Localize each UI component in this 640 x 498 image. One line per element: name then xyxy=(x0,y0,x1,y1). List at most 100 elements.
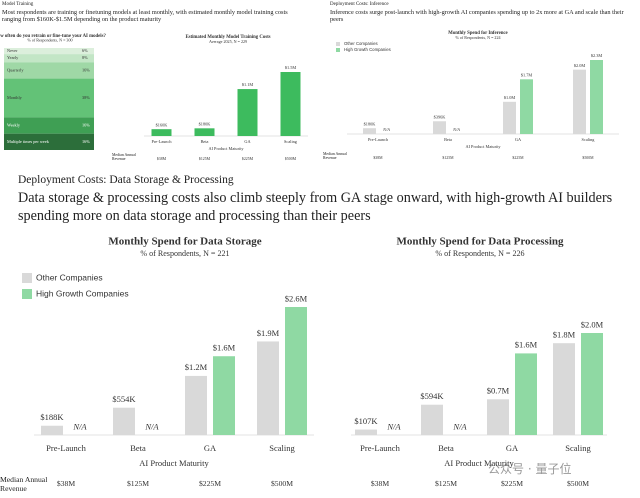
chart-subtitle: % of Respondents, N = 224 xyxy=(455,35,500,41)
legend-label: High Growth Companies xyxy=(344,47,391,52)
legend-swatch xyxy=(336,48,340,52)
value-label: $2.6M xyxy=(285,293,308,303)
segment-label: Multiple times per week xyxy=(7,139,50,144)
value-label: 38% xyxy=(82,95,90,100)
value-label: $554K xyxy=(112,394,136,404)
value-label: N/A xyxy=(452,127,460,132)
x-tick-label: Scaling xyxy=(284,139,298,144)
value-label: $188K xyxy=(40,412,64,422)
revenue-row-label: Median Annual Revenue xyxy=(112,153,136,162)
bar xyxy=(503,101,516,134)
value-label: $1.0M xyxy=(504,95,516,100)
value-label: N/A xyxy=(386,421,401,431)
bar xyxy=(280,72,301,136)
bar xyxy=(41,425,63,435)
chart-title: Monthly Spend for Data Processing xyxy=(396,236,564,248)
value-label: 16% xyxy=(82,123,90,128)
bar xyxy=(113,407,135,435)
revenue-label: $38M xyxy=(371,479,389,488)
chart-subtitle: % of Respondents, N = 300 xyxy=(27,38,72,44)
chart-title: Monthly Spend for Data Storage xyxy=(108,236,261,248)
value-label: N/A xyxy=(72,421,87,431)
legend-swatch xyxy=(336,42,340,46)
chart-subtitle: % of Respondents, N = 221 xyxy=(140,249,229,258)
bar xyxy=(285,307,307,435)
revenue-label: $225M xyxy=(501,479,523,488)
value-label: $2.3M xyxy=(591,53,603,58)
bar xyxy=(487,399,509,435)
bar xyxy=(237,89,258,136)
value-label: $107K xyxy=(354,416,378,426)
x-axis-title: AI Product Maturity xyxy=(139,458,209,468)
x-tick-label: Pre-Launch xyxy=(360,443,400,453)
value-label: 6% xyxy=(82,48,88,53)
revenue-label: $125M xyxy=(435,479,457,488)
revenue-label: $38M xyxy=(57,479,75,488)
bar xyxy=(553,343,575,435)
chart-subtitle: Average 2025, N = 229 xyxy=(209,39,247,45)
revenue-label: $225M xyxy=(512,156,524,160)
segment-label: Never xyxy=(7,48,18,53)
revenue-label: $125M xyxy=(127,479,149,488)
bar xyxy=(515,353,537,435)
bar xyxy=(573,69,586,134)
value-label: $1.8M xyxy=(553,330,576,340)
x-tick-label: Pre-Launch xyxy=(151,139,172,144)
value-label: $2.0M xyxy=(581,319,604,329)
x-tick-label: Pre-Launch xyxy=(368,137,389,142)
stack-segment xyxy=(4,133,94,150)
value-label: $594K xyxy=(420,391,444,401)
value-label: 16% xyxy=(82,67,90,72)
value-label: $160K xyxy=(156,122,169,127)
bar xyxy=(520,79,533,134)
x-tick-label: Beta xyxy=(438,443,454,453)
legend-swatch xyxy=(22,273,32,283)
x-axis-title: AI Product Maturity xyxy=(444,458,514,468)
revenue-label: $38M xyxy=(157,157,167,161)
section-heading: Data storage & processing costs also cli… xyxy=(18,190,613,225)
value-label: $1.7M xyxy=(521,72,533,77)
revenue-label: $225M xyxy=(199,479,221,488)
segment-label: Monthly xyxy=(7,95,23,100)
value-label: $1.6M xyxy=(213,343,236,353)
value-label: $180K xyxy=(364,121,377,126)
revenue-label: $225M xyxy=(242,157,254,161)
bar xyxy=(257,341,279,435)
x-tick-label: Beta xyxy=(130,443,146,453)
legend-label: High Growth Companies xyxy=(36,288,129,298)
revenue-label: $500M xyxy=(567,479,589,488)
x-tick-label: GA xyxy=(244,139,251,144)
x-tick-label: Beta xyxy=(201,139,209,144)
section-heading: Most respondents are training or finetun… xyxy=(2,9,288,24)
section-label: Deployment Costs: Data Storage & Process… xyxy=(18,174,234,186)
bar xyxy=(363,128,376,134)
bar xyxy=(590,60,603,134)
bar xyxy=(421,404,443,435)
segment-label: Weekly xyxy=(7,123,21,128)
bar xyxy=(213,356,235,435)
bar xyxy=(581,333,603,435)
section-heading: Inference costs surge post-launch with h… xyxy=(330,9,624,24)
value-label: 16% xyxy=(82,139,90,144)
x-axis-title: AI Product Maturity xyxy=(465,144,501,149)
bar xyxy=(185,375,207,435)
legend-swatch xyxy=(22,289,32,299)
value-label: $180K xyxy=(199,121,212,126)
bar xyxy=(355,429,377,435)
x-tick-label: GA xyxy=(204,443,217,453)
value-label: 8% xyxy=(82,55,88,60)
revenue-label: $500M xyxy=(285,157,297,161)
bar xyxy=(194,128,215,136)
x-tick-label: Pre-Launch xyxy=(46,443,86,453)
value-label: $1.5M xyxy=(285,65,297,70)
chart-title: Estimated Monthly Model Training Costs xyxy=(185,35,270,40)
legend-label: Other Companies xyxy=(344,41,378,46)
segment-label: Yearly xyxy=(7,55,19,60)
section-label: Deployment Costs: Inference xyxy=(330,2,389,7)
value-label: N/A xyxy=(382,127,390,132)
revenue-label: $500M xyxy=(582,156,594,160)
chart-title: Monthly Spend for Inference xyxy=(448,31,507,36)
x-tick-label: Scaling xyxy=(582,137,596,142)
